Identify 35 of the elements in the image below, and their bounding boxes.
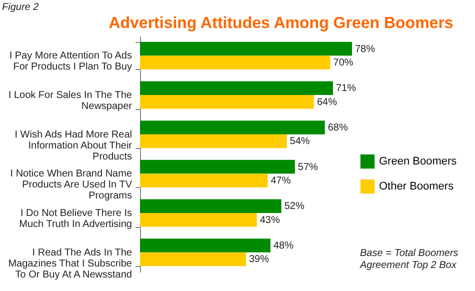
data-label: 64% [316,96,338,108]
data-label: 54% [290,136,310,148]
bar [140,134,287,148]
bar [140,174,268,188]
legend-label: Green Boomers [379,156,458,168]
chart-title: Advertising Attitudes Among Green Boomers [108,15,454,32]
data-label: 47% [270,176,291,187]
bar [140,120,325,134]
y-tick-label: I Wish Ads Had More Real Information About Their Products [14,129,133,162]
bar [140,160,295,174]
y-tick-label: I Pay More Attention To Ads For Products I Plan To Buy [9,50,132,73]
bar [140,213,257,227]
bar [140,199,282,213]
y-tick-label: I Do Not Believe There Is Much Truth In Advertising [19,208,132,230]
data-label: 57% [298,162,318,173]
bar [140,95,314,109]
y-tick-label: I Look For Sales In The The Newspaper [8,90,133,112]
y-tick-label: I Notice When Brand Name Products Are Used In TV Programs [10,168,132,202]
data-label: 70% [333,58,354,69]
data-label: 68% [328,122,348,134]
data-label: 52% [284,201,304,212]
data-label: 39% [249,254,270,266]
caption: Figure 2 [2,2,40,13]
bar [140,238,270,252]
y-tick-label: I Read The Ads In The Magazines That I Subscribe To Or Buy At A Newsstand [8,247,132,280]
bar [140,81,333,95]
data-label: 78% [355,44,376,55]
text: Base = Total Boomers Agreement Top 2 Box [359,248,458,271]
bar [140,252,246,266]
bar [140,56,330,70]
data-label: 43% [260,214,280,226]
legend-label: Other Boomers [379,180,454,192]
data-label: 48% [273,240,294,252]
data-label: 71% [336,83,356,94]
bar [140,42,352,56]
